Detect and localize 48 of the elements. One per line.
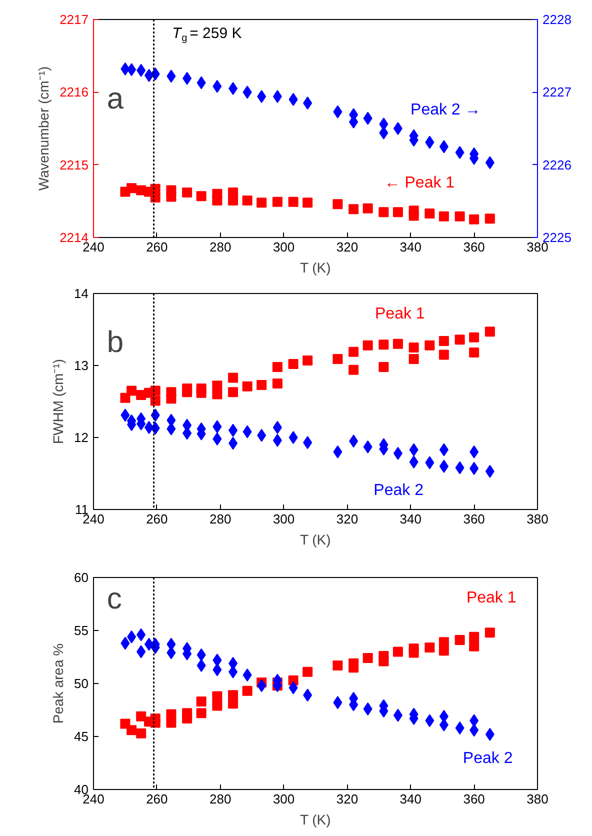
x-tick-label: 300 — [272, 512, 295, 526]
x-tick-label: 360 — [463, 512, 485, 526]
x-tick-label: 380 — [526, 512, 548, 526]
y-tick-label: 2216 — [60, 84, 88, 100]
y-tick-label: 12 — [74, 430, 89, 445]
x-tick-label: 280 — [210, 792, 232, 806]
x-tick-label: 360 — [463, 792, 485, 806]
y2-tick-label: 2226 — [542, 157, 572, 172]
y-tick-label: 14 — [74, 286, 89, 301]
y-axis-title: Wavenumber (cm⁻¹) — [36, 66, 52, 191]
y-tick-label: 13 — [74, 358, 89, 373]
x-tick-label: 300 — [272, 240, 295, 254]
y-axis-title: Peak area % — [50, 643, 66, 724]
series-label: Peak 2 — [462, 750, 513, 768]
x-tick-label: 320 — [336, 792, 358, 806]
y2-tick-label: 2228 — [542, 12, 572, 27]
x-tick-label: 340 — [400, 512, 422, 526]
y-tick-label: 60 — [74, 570, 89, 585]
series-label: ← Peak 1 — [384, 174, 455, 192]
annotation: a — [106, 82, 124, 116]
series-label: Peak 1 — [466, 590, 516, 607]
x-tick-label: 380 — [526, 792, 548, 806]
x-tick-label: 320 — [336, 512, 358, 526]
series-label: Peak 2 → — [410, 101, 481, 118]
x-tick-label: 260 — [146, 512, 168, 526]
series-label: Peak 1 — [374, 306, 425, 323]
x-tick-label: 360 — [463, 240, 485, 254]
x-axis-title: T (K) — [300, 812, 331, 828]
annotation: c — [106, 582, 122, 616]
y-tick-label: 55 — [74, 623, 89, 638]
annotation: b — [106, 326, 124, 359]
x-tick-label: 340 — [400, 792, 422, 806]
x-tick-label: 260 — [146, 792, 168, 806]
x-tick-label: 280 — [210, 512, 232, 526]
y-tick-label: 2217 — [60, 12, 88, 27]
x-tick-label: 300 — [272, 792, 295, 806]
y-tick-label: 50 — [74, 676, 89, 691]
x-tick-label: 280 — [210, 240, 232, 254]
x-tick-label: 260 — [146, 240, 168, 254]
y-tick-label: 45 — [74, 729, 89, 744]
y-tick-label: 2215 — [60, 157, 88, 172]
x-tick-label: 320 — [336, 240, 358, 254]
y-axis-title: FWHM (cm⁻¹) — [50, 358, 66, 444]
x-tick-label: 340 — [400, 240, 422, 254]
y2-tick-label: 2227 — [542, 84, 572, 100]
x-axis-title: T (K) — [300, 532, 331, 548]
x-axis-title: T (K) — [300, 260, 331, 276]
series-label: Peak 2 — [374, 482, 424, 499]
